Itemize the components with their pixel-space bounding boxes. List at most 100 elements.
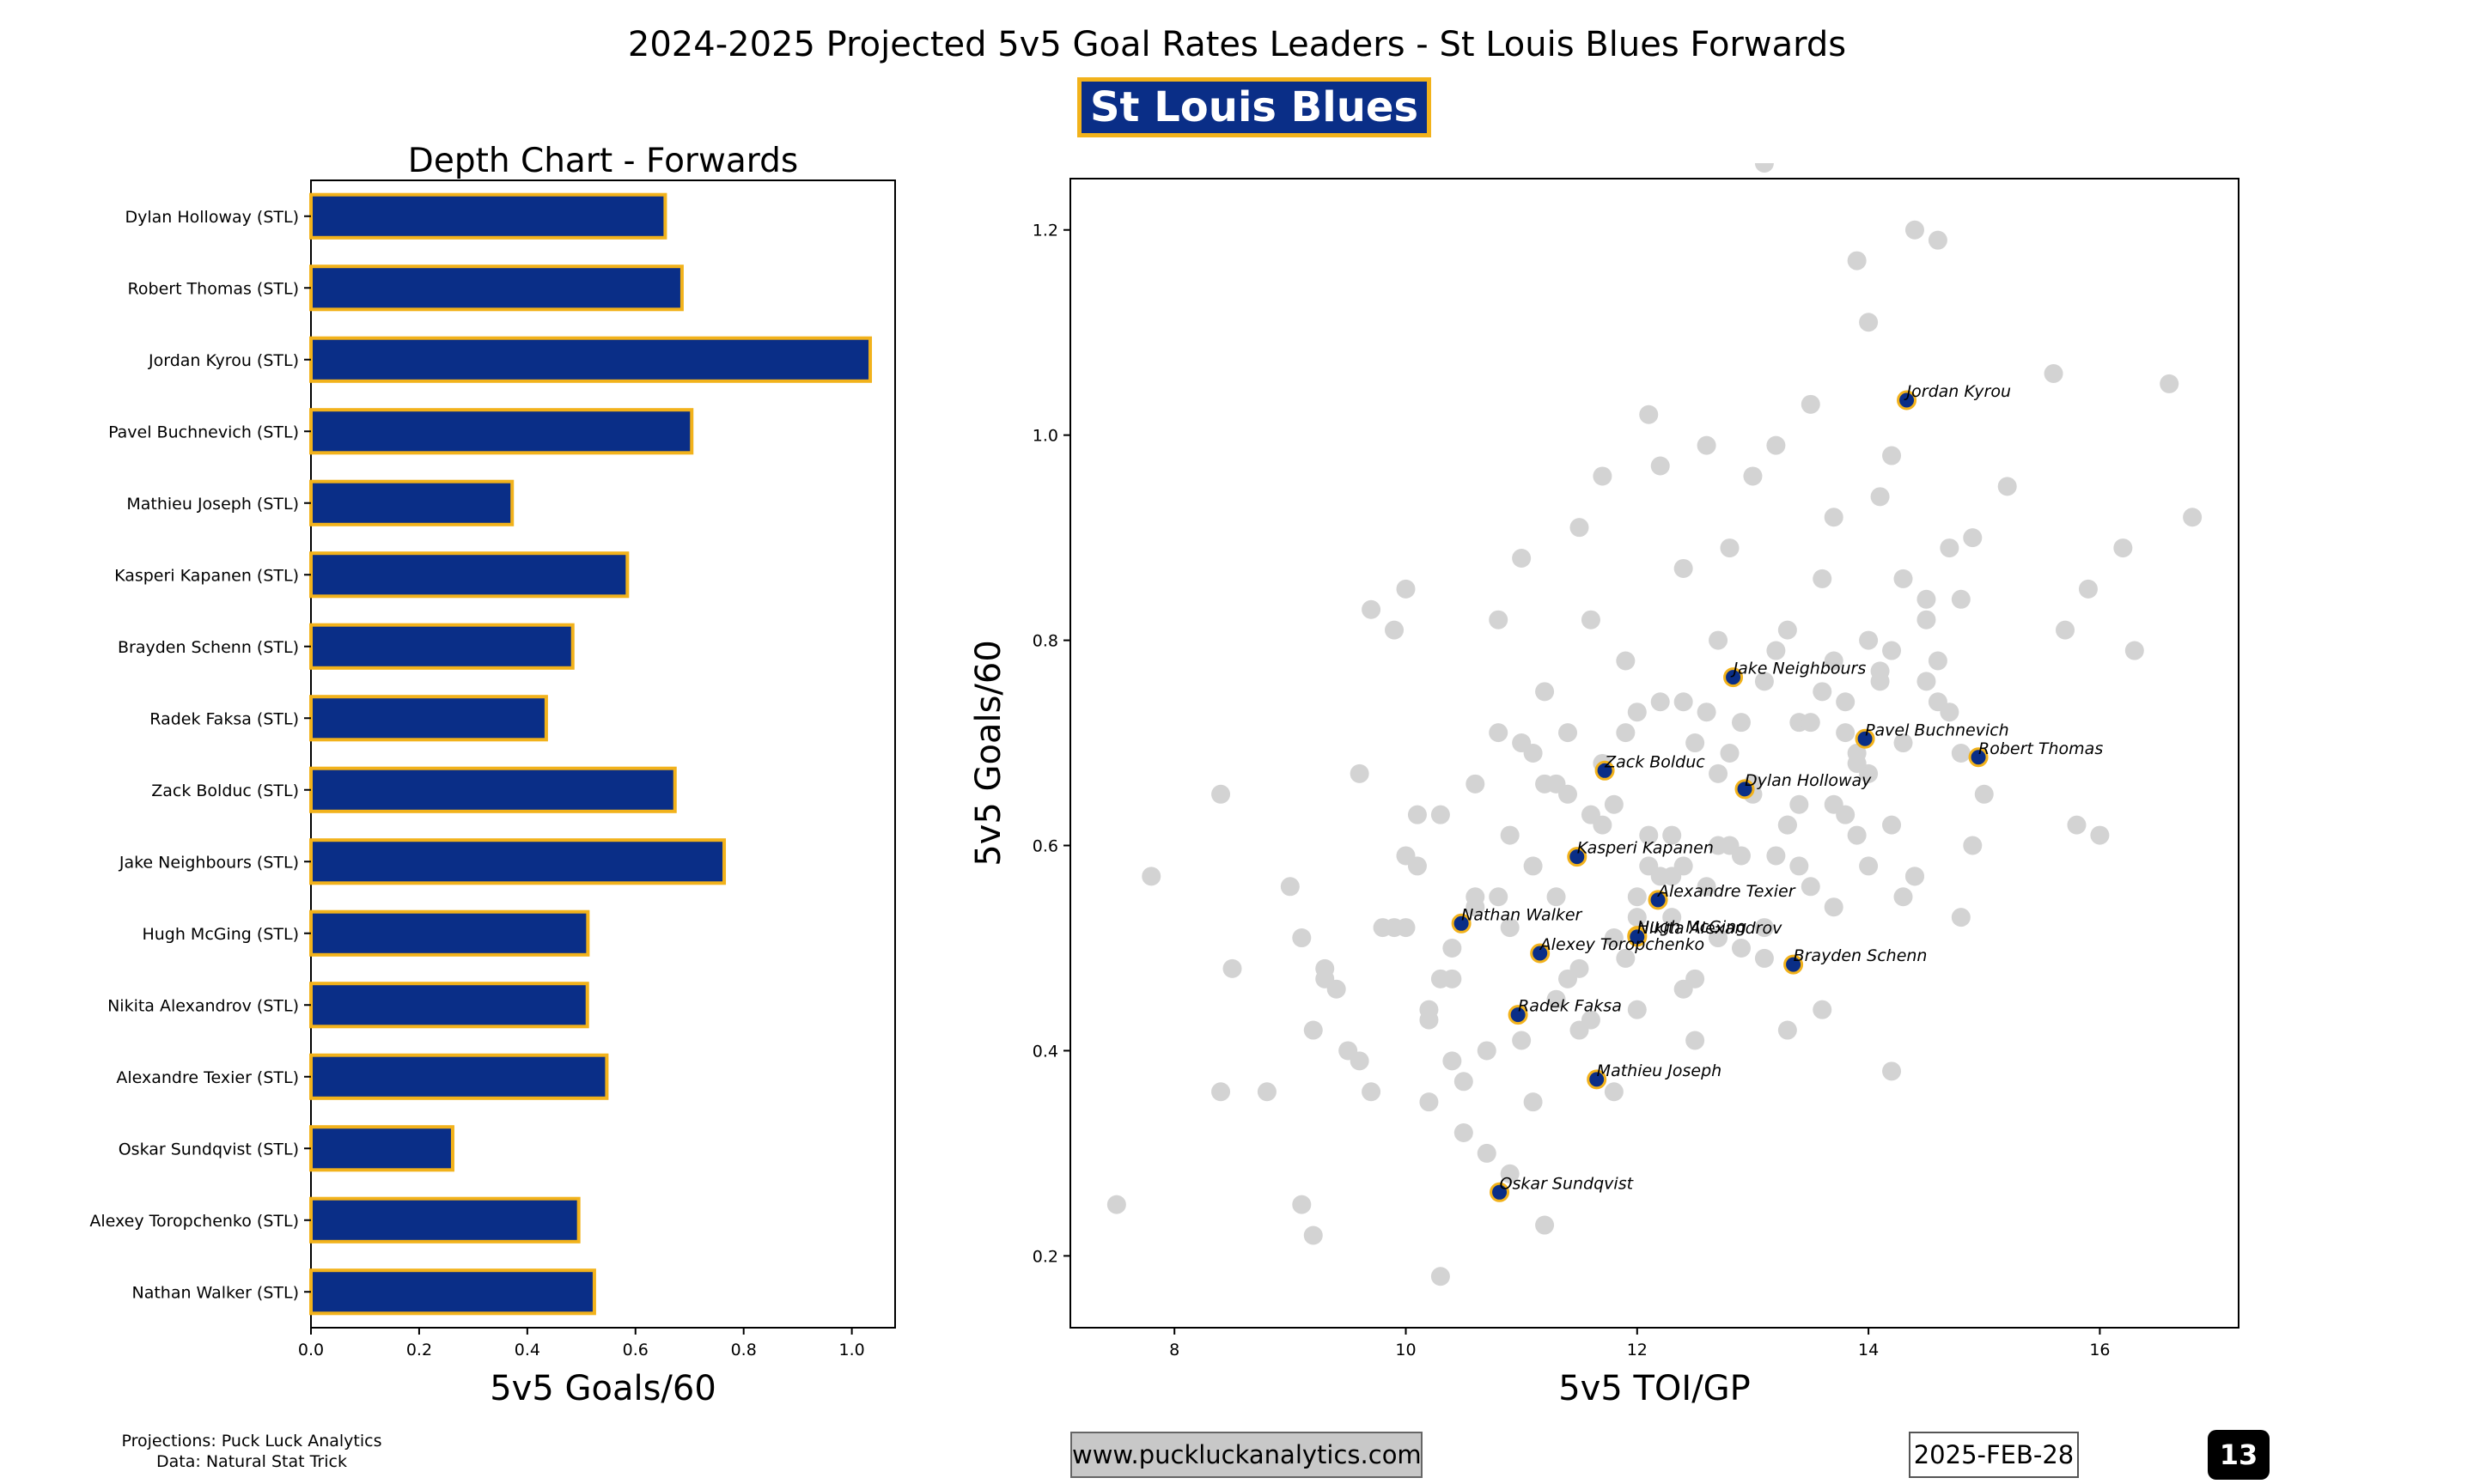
league-point — [1142, 867, 1161, 886]
league-point — [1292, 928, 1312, 948]
player-point — [1567, 847, 1587, 867]
league-point — [1916, 610, 1936, 629]
league-point — [1500, 825, 1520, 845]
depth-chart-bar-chart: Depth Chart - Forwards Dylan Holloway (ST… — [89, 142, 896, 1408]
player-point-label: Robert Thomas — [1978, 739, 2103, 758]
league-point — [1558, 723, 1578, 743]
player-point — [1648, 890, 1668, 910]
data-credit: Data: Natural Stat Trick — [156, 1452, 347, 1471]
league-point — [1893, 569, 1913, 588]
bar-category-label: Pavel Buchnevich (STL) — [108, 423, 299, 441]
league-point — [1396, 918, 1416, 938]
league-point — [1916, 672, 1936, 691]
team-badge: St Louis Blues — [1077, 77, 1431, 137]
league-point — [1419, 1010, 1439, 1030]
scatter-plot-frame — [1069, 178, 2239, 1329]
scatter-y-tick-label: 0.2 — [1033, 1247, 1058, 1266]
league-point — [1222, 958, 1242, 978]
scatter-x-tick-label: 8 — [1169, 1341, 1179, 1359]
player-point-label: Jordan Kyrou — [1904, 382, 2012, 401]
league-point — [1407, 856, 1427, 876]
league-point — [1627, 1000, 1647, 1019]
league-point — [1477, 1143, 1496, 1163]
league-point — [1569, 958, 1589, 978]
bar-category-label: Kasperi Kapanen (STL) — [114, 566, 299, 585]
league-point — [1627, 887, 1647, 907]
league-point — [1709, 928, 1728, 948]
league-point — [1893, 887, 1913, 907]
bar-category-label: Zack Bolduc (STL) — [151, 782, 299, 800]
scatter-y-tick-label: 1.0 — [1033, 427, 1058, 446]
player-point-label: Mathieu Joseph — [1597, 1061, 1722, 1080]
league-point — [1859, 630, 1879, 650]
player-point — [1530, 943, 1551, 964]
player-point — [1508, 1005, 1528, 1025]
league-point — [1362, 1082, 1381, 1102]
player-point — [1734, 779, 1755, 800]
league-point — [2056, 620, 2075, 640]
scatter-x-tick-label: 10 — [1395, 1341, 1416, 1359]
player-point-label: Brayden Schenn — [1794, 946, 1928, 965]
league-point — [1836, 723, 1855, 743]
league-point — [1558, 784, 1578, 804]
league-point — [1673, 856, 1693, 876]
league-point — [1963, 528, 1983, 548]
bar-4 — [309, 408, 694, 455]
player-point-label: Kasperi Kapanen — [1577, 839, 1714, 858]
league-point — [1882, 815, 1902, 835]
league-point — [1407, 805, 1427, 824]
league-point — [1859, 856, 1879, 876]
projections-credit: Projections: Puck Luck Analytics — [121, 1432, 382, 1451]
bar-category-label: Mathieu Joseph (STL) — [126, 495, 299, 514]
league-point — [1650, 692, 1670, 712]
league-point — [1847, 251, 1867, 271]
goal-rate-scatter-chart: Jordan Kyrou Jake Neighbours Pavel Buchnev… — [969, 163, 2239, 1408]
player-point-label: Dylan Holloway — [1745, 771, 1872, 790]
league-point — [1106, 1195, 1126, 1214]
league-point — [1396, 579, 1416, 599]
league-point — [1616, 723, 1636, 743]
league-point — [1385, 620, 1405, 640]
bar-12 — [309, 982, 589, 1029]
league-point — [2113, 538, 2133, 558]
bar-category-label: Dylan Holloway (STL) — [125, 208, 299, 227]
bar-category-label: Alexey Toropchenko (STL) — [89, 1212, 299, 1231]
date-label: 2025-FEB-28 — [1909, 1432, 2079, 1478]
league-point — [2067, 815, 2087, 835]
league-point — [1489, 610, 1508, 629]
league-point — [1627, 908, 1647, 928]
league-point — [1801, 877, 1820, 897]
league-point — [1627, 702, 1647, 722]
player-point — [1587, 1069, 1607, 1090]
player-point-label: Radek Faksa — [1518, 997, 1622, 1016]
league-point — [1777, 620, 1797, 640]
bar-14 — [309, 1125, 454, 1172]
bar-8 — [309, 695, 548, 742]
league-point — [1709, 630, 1728, 650]
league-point — [1593, 466, 1612, 486]
league-point — [1720, 538, 1740, 558]
league-point — [1754, 672, 1774, 691]
league-point — [1824, 508, 1843, 527]
bar-6 — [309, 551, 630, 599]
player-point — [1490, 1182, 1510, 1202]
league-point — [1720, 744, 1740, 763]
league-point — [2183, 508, 2203, 527]
bar-9 — [309, 766, 677, 813]
league-point — [1535, 682, 1555, 702]
league-point — [1766, 641, 1786, 660]
league-point — [1662, 825, 1682, 845]
league-point — [1604, 928, 1624, 948]
player-point — [1451, 913, 1472, 934]
league-point — [1754, 918, 1774, 938]
league-point — [1847, 753, 1867, 773]
league-point — [1928, 692, 1947, 712]
league-point — [1697, 877, 1716, 897]
league-point — [1777, 815, 1797, 835]
league-point — [1362, 599, 1381, 619]
league-point — [1754, 163, 1774, 173]
league-point — [1789, 856, 1809, 876]
player-point-label: Oskar Sundqvist — [1500, 1174, 1635, 1193]
league-point — [1974, 784, 1994, 804]
bar-category-label: Jordan Kyrou (STL) — [148, 351, 299, 370]
